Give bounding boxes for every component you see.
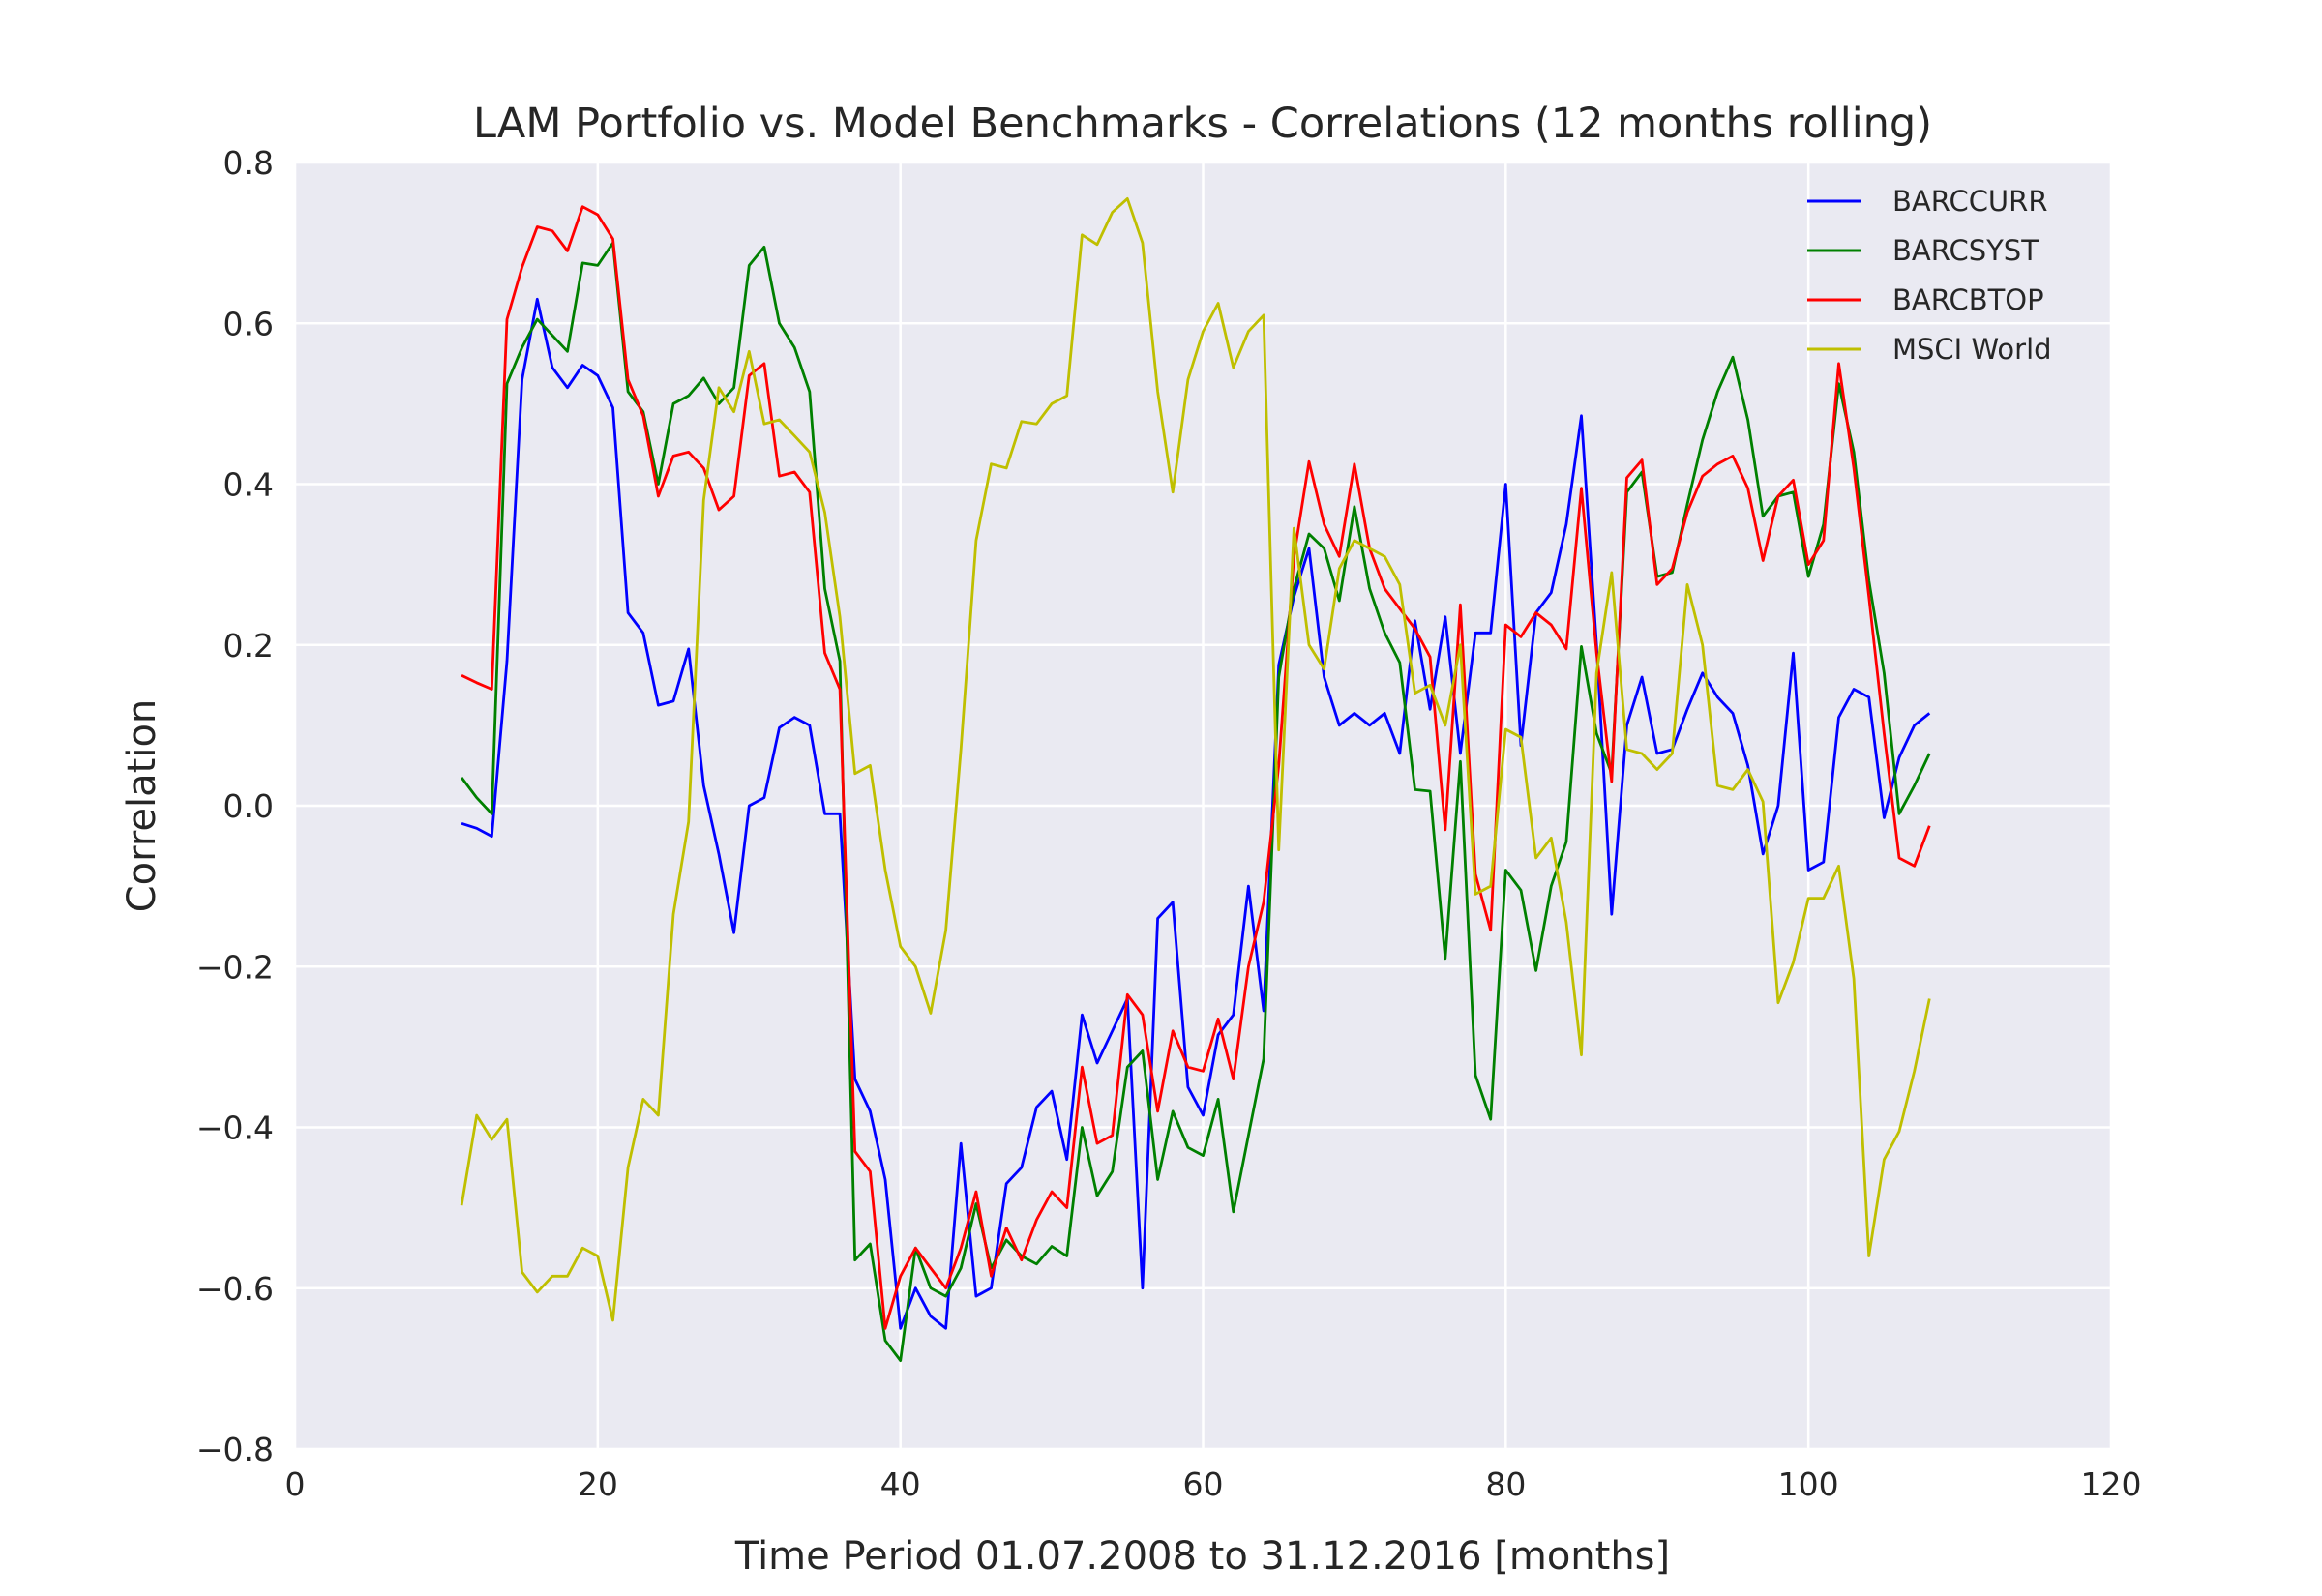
x-tick-label: 60	[1183, 1465, 1224, 1503]
x-axis-label: Time Period 01.07.2008 to 31.12.2016 [mo…	[734, 1534, 1670, 1579]
series-line-barcsyst	[460, 241, 1931, 1362]
legend-label: BARCSYST	[1892, 234, 2039, 267]
y-tick-label: 0.2	[223, 627, 274, 665]
y-tick-label: 0.6	[223, 305, 274, 342]
y-tick-label: −0.4	[196, 1109, 274, 1147]
legend-label: BARCCURR	[1892, 185, 2047, 218]
y-tick-label: −0.2	[196, 948, 274, 986]
x-tick-label: 40	[880, 1465, 921, 1503]
y-tick-label: 0.8	[223, 144, 274, 182]
x-tick-label: 120	[2081, 1465, 2142, 1503]
y-tick-label: 0.4	[223, 466, 274, 504]
x-tick-label: 100	[1778, 1465, 1839, 1503]
y-axis-label: Correlation	[120, 699, 164, 913]
y-tick-label: −0.6	[196, 1270, 274, 1308]
y-tick-label: 0.0	[223, 787, 274, 825]
series-line-msci-world	[460, 196, 1931, 1322]
legend-label: BARCBTOP	[1892, 283, 2044, 316]
legend-label: MSCI World	[1892, 333, 2052, 366]
legend: BARCCURR BARCSYST BARCBTOP MSCI World	[1807, 185, 2052, 366]
chart-title: LAM Portfolio vs. Model Benchmarks - Cor…	[473, 100, 1932, 148]
series-line-barccurr	[461, 297, 1931, 1330]
series-lines	[460, 196, 1931, 1362]
x-tick-label: 20	[578, 1465, 618, 1503]
grid	[293, 161, 2113, 1451]
x-tick-label: 80	[1485, 1465, 1526, 1503]
x-tick-label: 0	[285, 1465, 306, 1503]
x-axis-ticks: 0 20 40 60 80 100 120	[285, 1465, 2142, 1503]
y-axis-ticks: −0.8 −0.6 −0.4 −0.2 0.0 0.2 0.4 0.6 0.8	[196, 144, 274, 1468]
y-tick-label: −0.8	[196, 1431, 274, 1468]
